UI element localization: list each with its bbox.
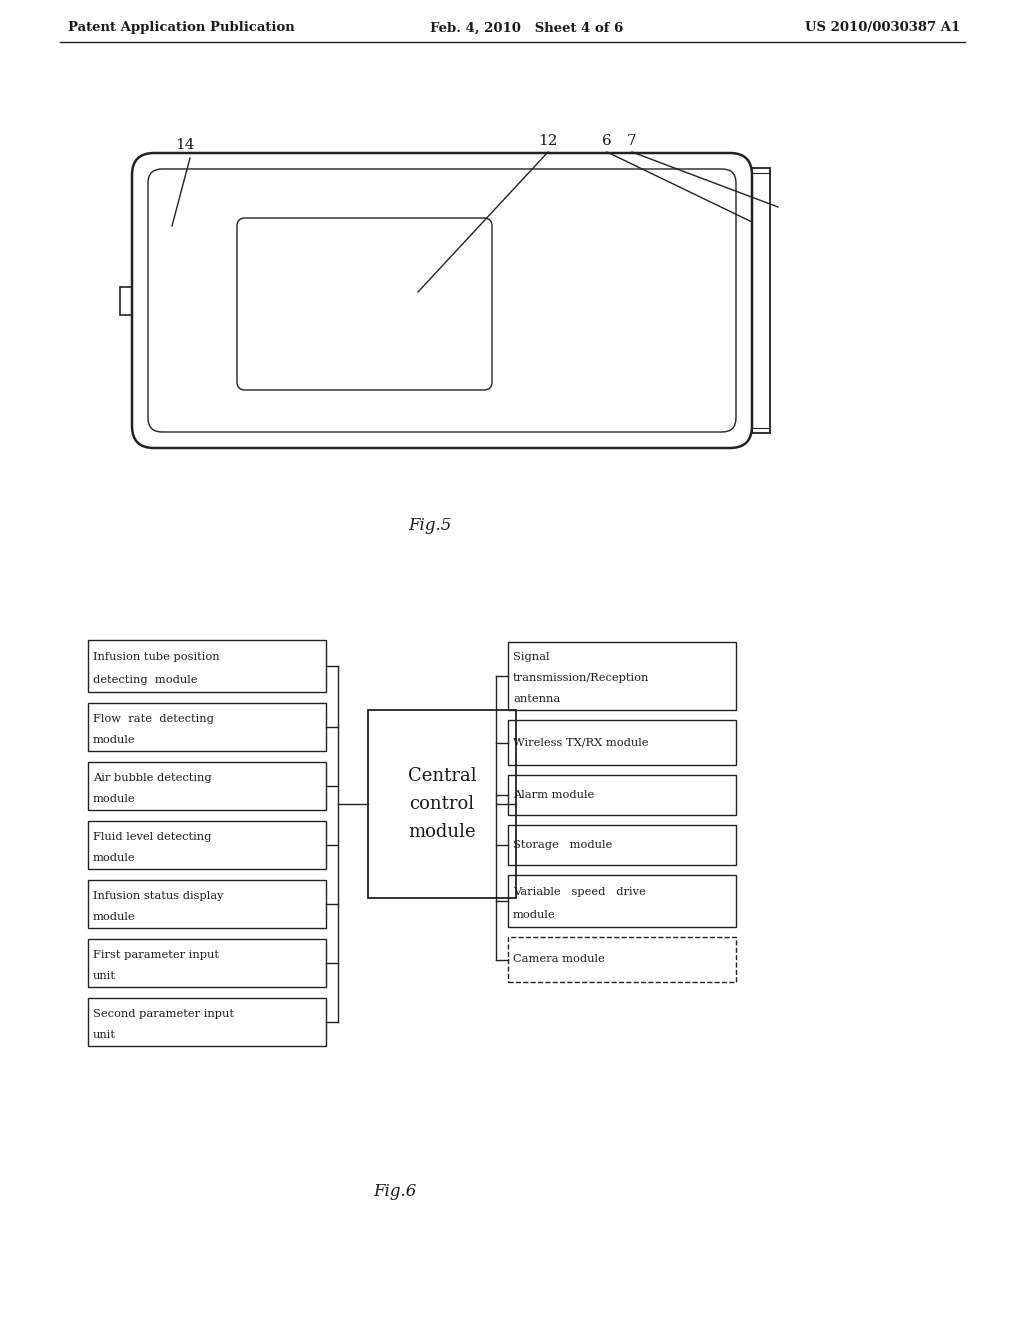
Text: Patent Application Publication: Patent Application Publication bbox=[68, 21, 295, 34]
Text: transmission/Reception: transmission/Reception bbox=[513, 673, 649, 682]
Bar bbox=[88, 880, 326, 928]
Text: module: module bbox=[93, 912, 135, 921]
Text: Fig.5: Fig.5 bbox=[409, 516, 452, 533]
Text: 6: 6 bbox=[602, 135, 612, 148]
Text: Alarm module: Alarm module bbox=[513, 789, 594, 800]
Text: module: module bbox=[513, 909, 556, 920]
Bar bbox=[88, 998, 326, 1045]
Bar bbox=[88, 939, 326, 987]
Text: 7: 7 bbox=[627, 135, 637, 148]
Text: Variable   speed   drive: Variable speed drive bbox=[513, 887, 646, 898]
Text: unit: unit bbox=[93, 970, 116, 981]
Text: Storage   module: Storage module bbox=[513, 840, 612, 850]
Text: Fluid level detecting: Fluid level detecting bbox=[93, 832, 211, 842]
Bar bbox=[508, 875, 736, 927]
Bar bbox=[88, 762, 326, 810]
Bar bbox=[368, 710, 516, 898]
Bar bbox=[120, 286, 132, 315]
Bar bbox=[508, 719, 736, 766]
Text: Camera module: Camera module bbox=[513, 954, 605, 965]
Text: Fig.6: Fig.6 bbox=[374, 1184, 417, 1200]
Text: Signal: Signal bbox=[513, 652, 550, 663]
Text: 12: 12 bbox=[539, 135, 558, 148]
Text: Infusion tube position: Infusion tube position bbox=[93, 652, 219, 661]
Bar bbox=[508, 825, 736, 865]
Text: Central
control
module: Central control module bbox=[408, 767, 476, 841]
Text: module: module bbox=[93, 853, 135, 862]
Text: module: module bbox=[93, 793, 135, 804]
Bar bbox=[752, 168, 770, 433]
Text: detecting  module: detecting module bbox=[93, 675, 198, 685]
Text: Infusion status display: Infusion status display bbox=[93, 891, 223, 900]
Text: First parameter input: First parameter input bbox=[93, 949, 219, 960]
Bar bbox=[508, 642, 736, 710]
Text: Feb. 4, 2010   Sheet 4 of 6: Feb. 4, 2010 Sheet 4 of 6 bbox=[430, 21, 624, 34]
Bar bbox=[88, 704, 326, 751]
Text: Air bubble detecting: Air bubble detecting bbox=[93, 772, 212, 783]
Bar bbox=[88, 821, 326, 869]
Text: US 2010/0030387 A1: US 2010/0030387 A1 bbox=[805, 21, 961, 34]
Bar bbox=[508, 775, 736, 814]
Text: unit: unit bbox=[93, 1030, 116, 1040]
Text: antenna: antenna bbox=[513, 694, 560, 704]
Bar bbox=[88, 640, 326, 692]
Text: 14: 14 bbox=[175, 139, 195, 152]
Bar bbox=[508, 937, 736, 982]
Text: module: module bbox=[93, 734, 135, 744]
Text: Wireless TX/RX module: Wireless TX/RX module bbox=[513, 738, 648, 747]
Text: Flow  rate  detecting: Flow rate detecting bbox=[93, 714, 214, 723]
Text: Second parameter input: Second parameter input bbox=[93, 1008, 234, 1019]
